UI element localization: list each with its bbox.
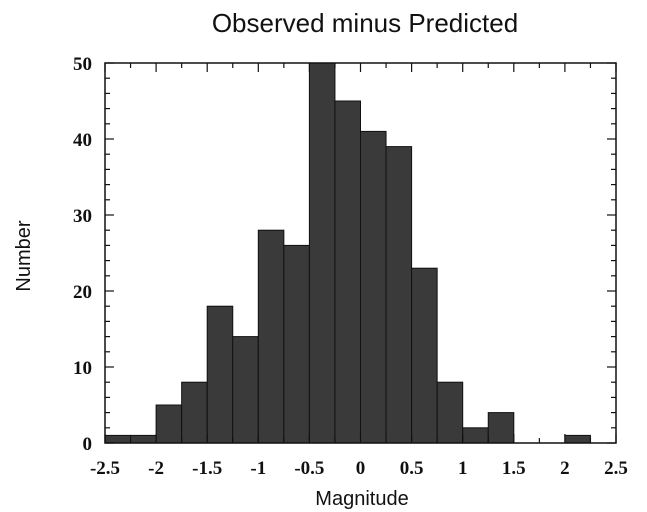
y-tick-label: 30 — [73, 206, 92, 227]
bar-1 — [130, 434, 157, 444]
bar-12 — [411, 267, 438, 444]
x-tick-label: 2 — [560, 458, 570, 479]
bar-5 — [232, 336, 259, 444]
bar-2 — [155, 404, 183, 444]
bar-4 — [206, 305, 234, 444]
bar-6 — [257, 229, 285, 444]
bar-13 — [436, 381, 464, 444]
bar-18 — [564, 434, 591, 444]
x-tick-label: 0.5 — [400, 458, 424, 479]
x-tick-label: -2.5 — [90, 458, 120, 479]
bar-11 — [385, 146, 413, 444]
x-tick-labels: -2.5 -2 -1.5 -1 -0.5 0 0.5 1 1.5 2 2.5 — [90, 458, 628, 479]
x-tick-label: -2 — [148, 458, 164, 479]
y-tick-label: 50 — [73, 54, 92, 75]
x-tick-label: 0 — [356, 458, 366, 479]
bars-group — [104, 62, 591, 444]
y-tick-labels: 0 10 20 30 40 50 — [73, 54, 92, 455]
x-tick-label: -0.5 — [294, 458, 324, 479]
y-axis-label: Number — [13, 220, 35, 291]
bar-0 — [104, 434, 132, 444]
bar-3 — [181, 381, 208, 444]
x-tick-label: -1 — [250, 458, 266, 479]
bar-7 — [283, 244, 310, 444]
bar-8 — [308, 62, 336, 444]
x-tick-label: 1.5 — [502, 458, 526, 479]
bar-9 — [334, 100, 362, 444]
bar-14 — [462, 427, 489, 444]
bar-10 — [360, 130, 387, 444]
chart-title: Observed minus Predicted — [212, 8, 518, 38]
x-tick-label: 1 — [458, 458, 468, 479]
y-tick-label: 0 — [83, 434, 93, 455]
y-tick-label: 10 — [73, 358, 92, 379]
bar-15 — [487, 412, 515, 444]
ticks-group — [104, 62, 617, 444]
x-tick-label: 2.5 — [604, 458, 628, 479]
y-tick-label: 40 — [73, 130, 92, 151]
x-axis-label: Magnitude — [315, 488, 408, 510]
y-tick-label: 20 — [73, 282, 92, 303]
x-tick-label: -1.5 — [192, 458, 222, 479]
